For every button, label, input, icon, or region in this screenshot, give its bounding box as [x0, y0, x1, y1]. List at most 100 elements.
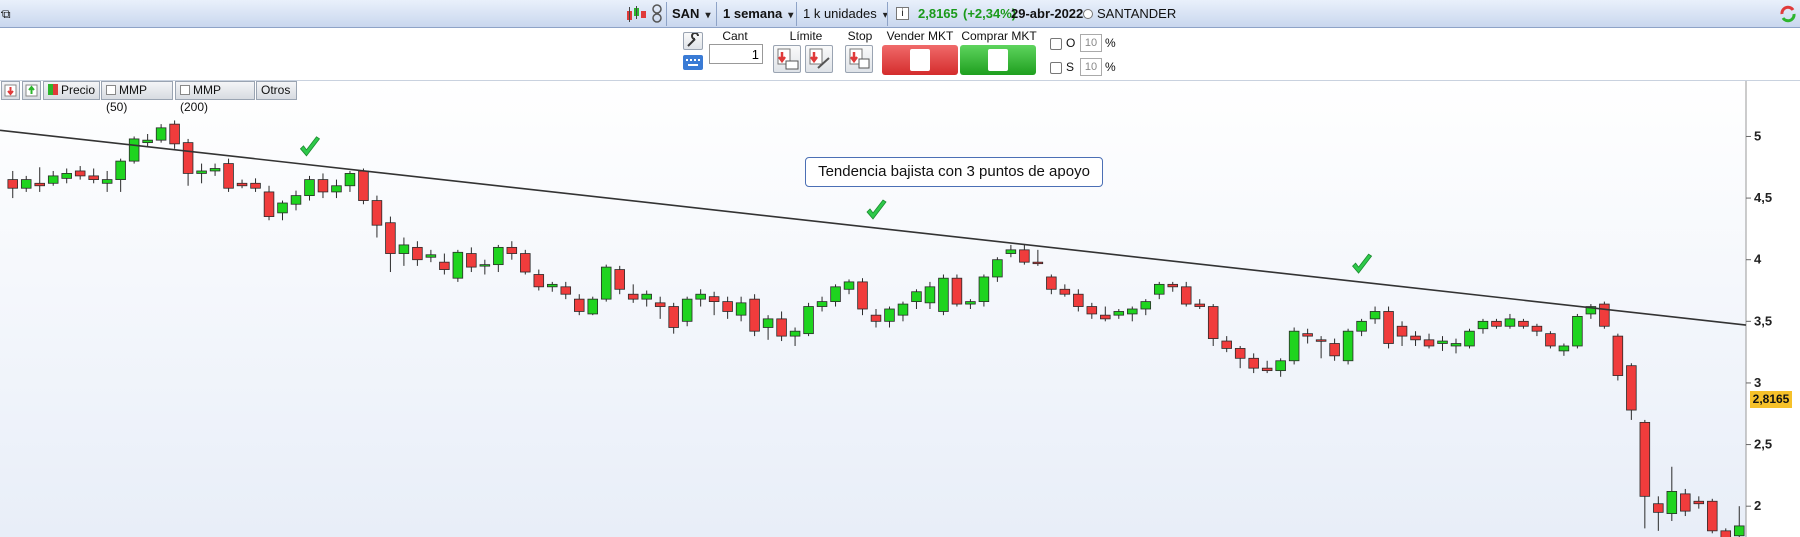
symbol-select[interactable]: SAN [672, 3, 710, 25]
candle[interactable] [1019, 244, 1030, 265]
candle[interactable] [1491, 318, 1502, 329]
chart-type-icon[interactable] [625, 5, 647, 23]
candle[interactable] [317, 173, 329, 199]
candle[interactable] [1032, 249, 1044, 266]
candle[interactable] [735, 296, 747, 322]
candle[interactable] [412, 241, 423, 266]
candle[interactable] [1531, 323, 1543, 337]
candle[interactable] [7, 170, 18, 199]
candle[interactable] [1046, 274, 1057, 295]
candle[interactable] [911, 289, 922, 309]
mmp200-toggle[interactable]: MMP (200) [175, 81, 255, 114]
candle[interactable] [681, 296, 693, 327]
trend-annotation[interactable]: Tendencia bajista con 3 puntos de apoyo [805, 157, 1103, 187]
candle[interactable] [816, 296, 828, 312]
candle[interactable] [493, 244, 504, 273]
candle[interactable] [61, 168, 72, 184]
candle[interactable] [1437, 336, 1448, 351]
candle[interactable] [587, 296, 598, 316]
candle[interactable] [182, 138, 194, 186]
units-select[interactable]: 1 k unidades [803, 3, 888, 25]
candle[interactable] [250, 178, 261, 192]
candle[interactable] [1288, 327, 1300, 365]
candle[interactable] [978, 274, 990, 307]
candle[interactable] [600, 264, 612, 302]
candle[interactable] [749, 294, 760, 337]
candle[interactable] [1518, 318, 1529, 329]
restore-icon[interactable]: ⧉ [2, 7, 11, 21]
candle[interactable] [277, 200, 288, 221]
candle[interactable] [331, 179, 342, 199]
candle[interactable] [1585, 304, 1597, 319]
quantity-input[interactable] [709, 44, 763, 64]
candle[interactable] [708, 291, 720, 316]
candle[interactable] [803, 302, 814, 337]
candle[interactable] [1383, 306, 1394, 349]
candle[interactable] [1167, 281, 1179, 292]
candle[interactable] [1005, 244, 1017, 258]
candle[interactable] [776, 311, 787, 342]
candle[interactable] [128, 136, 140, 164]
candle[interactable] [1626, 363, 1637, 420]
candle[interactable] [830, 284, 841, 307]
link-icon[interactable] [651, 4, 663, 24]
candle[interactable] [1369, 306, 1381, 324]
candle[interactable] [452, 249, 464, 282]
candle[interactable] [1693, 496, 1705, 509]
candle[interactable] [1221, 336, 1232, 353]
candle[interactable] [223, 158, 234, 192]
settings-button[interactable] [683, 32, 703, 50]
candle[interactable] [142, 133, 153, 147]
candle[interactable] [74, 166, 86, 180]
o-percent-input[interactable]: 10 [1080, 34, 1102, 52]
candle[interactable] [236, 179, 248, 189]
candle[interactable] [1100, 306, 1111, 322]
candle[interactable] [1329, 338, 1340, 361]
sell-mkt-button[interactable] [882, 45, 958, 75]
candle[interactable] [101, 170, 113, 192]
candle[interactable] [951, 274, 963, 307]
candle[interactable] [344, 170, 356, 192]
candle[interactable] [627, 284, 639, 303]
candle[interactable] [304, 175, 315, 201]
candle[interactable] [1315, 336, 1327, 359]
candle[interactable] [1140, 299, 1152, 316]
candle[interactable] [209, 163, 221, 176]
candle[interactable] [1504, 313, 1516, 329]
candle[interactable] [506, 241, 518, 260]
otros-button[interactable]: Otros [256, 81, 297, 100]
keypad-button[interactable] [683, 55, 703, 70]
candle[interactable] [1464, 328, 1475, 349]
candle[interactable] [857, 278, 868, 316]
candle[interactable] [695, 289, 706, 307]
candle[interactable] [1720, 528, 1732, 537]
candle[interactable] [1639, 419, 1651, 529]
candle[interactable] [1261, 360, 1273, 374]
candle[interactable] [263, 185, 275, 221]
candle[interactable] [1302, 328, 1313, 344]
candle[interactable] [1127, 306, 1138, 322]
candle[interactable] [1666, 466, 1678, 521]
s-percent-input[interactable]: 10 [1080, 58, 1102, 76]
candle[interactable] [1275, 358, 1286, 377]
candle[interactable] [1450, 338, 1462, 354]
candle[interactable] [115, 158, 126, 192]
s-checkbox[interactable] [1050, 62, 1062, 74]
limit-buy-button[interactable] [805, 45, 833, 73]
candle[interactable] [1599, 301, 1610, 329]
candle[interactable] [1154, 281, 1165, 300]
candle[interactable] [1680, 488, 1691, 517]
candle[interactable] [20, 175, 32, 192]
candle[interactable] [722, 296, 733, 319]
candle[interactable] [1545, 331, 1556, 349]
candle[interactable] [1207, 304, 1219, 346]
candle[interactable] [870, 309, 882, 328]
candle[interactable] [1612, 333, 1624, 381]
candle[interactable] [1707, 498, 1718, 534]
candle[interactable] [155, 124, 167, 143]
candle[interactable] [560, 281, 572, 300]
candle[interactable] [1073, 289, 1084, 312]
candle[interactable] [479, 259, 491, 275]
candle[interactable] [843, 279, 855, 295]
candle[interactable] [1734, 506, 1745, 537]
